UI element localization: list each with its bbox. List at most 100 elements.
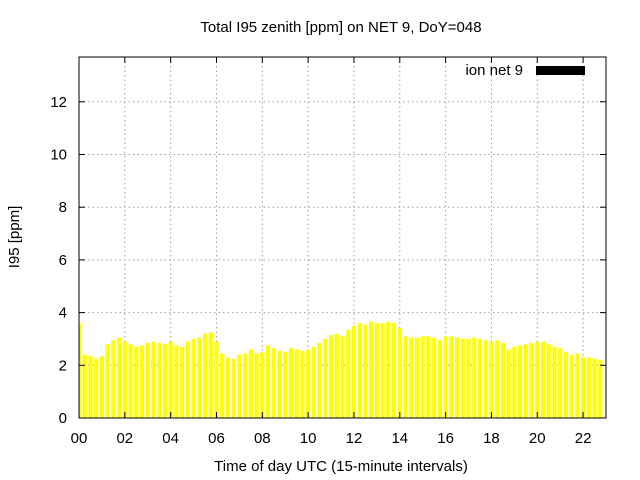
bar <box>105 344 110 418</box>
bar <box>437 340 442 418</box>
bar <box>586 357 591 418</box>
bar <box>403 336 408 418</box>
bar <box>128 344 133 418</box>
bar <box>323 338 328 418</box>
x-tick-label: 08 <box>254 430 271 447</box>
bar <box>569 354 574 418</box>
bar <box>357 323 362 418</box>
bar <box>260 352 265 418</box>
bar <box>449 336 454 418</box>
bar <box>340 336 345 418</box>
legend-label: ion net 9 <box>465 62 523 79</box>
bar <box>495 340 500 418</box>
bar <box>391 323 397 418</box>
bar <box>88 356 93 418</box>
bar <box>317 342 322 418</box>
y-tick-label: 2 <box>59 357 67 374</box>
bar <box>581 357 586 418</box>
bar <box>122 341 127 418</box>
bar <box>300 350 305 418</box>
x-tick-label: 14 <box>391 430 408 447</box>
bar <box>546 344 551 418</box>
x-tick-label: 00 <box>71 430 88 447</box>
bar <box>489 341 494 418</box>
bar <box>351 325 357 418</box>
bar <box>202 333 208 418</box>
bar <box>598 360 603 418</box>
x-axis-label: Time of day UTC (15-minute intervals) <box>214 458 468 475</box>
bar <box>420 336 425 418</box>
bars <box>79 321 603 418</box>
bar <box>191 338 196 418</box>
bar <box>529 342 534 418</box>
bar <box>426 336 431 418</box>
bar <box>82 354 87 418</box>
bar <box>483 340 488 418</box>
bar <box>294 349 299 418</box>
bar <box>472 337 477 418</box>
bar <box>225 357 230 418</box>
bar <box>466 338 471 418</box>
bar <box>168 341 173 418</box>
bar <box>500 342 505 418</box>
bar <box>369 321 374 418</box>
bar <box>540 341 546 418</box>
x-tick-label: 18 <box>483 430 500 447</box>
bar <box>214 341 219 418</box>
legend-swatch <box>536 66 585 75</box>
bar <box>99 356 104 418</box>
x-tick-label: 22 <box>575 430 592 447</box>
bar <box>311 346 316 418</box>
bar <box>180 346 185 418</box>
x-tick-label: 10 <box>300 430 317 447</box>
bar <box>518 345 523 418</box>
bar <box>111 340 116 418</box>
x-tick-label: 06 <box>208 430 225 447</box>
bar <box>414 337 420 418</box>
bar <box>443 336 448 418</box>
y-axis-label: I95 [ppm] <box>6 206 23 269</box>
bar <box>248 349 253 418</box>
x-tick-label: 12 <box>346 430 363 447</box>
bar <box>380 323 385 418</box>
plot-frame <box>78 56 607 419</box>
y-tick-label: 10 <box>50 146 67 163</box>
bar <box>477 338 483 418</box>
grid <box>79 57 606 418</box>
bar <box>535 341 540 418</box>
bar <box>237 354 242 418</box>
bar <box>409 337 414 418</box>
y-tick-label: 0 <box>59 410 67 427</box>
bar <box>231 358 236 418</box>
bar <box>455 337 460 418</box>
x-tick-label: 02 <box>116 430 133 447</box>
bar <box>397 328 402 418</box>
bar <box>208 332 213 418</box>
bar <box>334 333 339 418</box>
bar <box>363 324 368 418</box>
bar <box>432 337 437 418</box>
bar <box>563 352 568 418</box>
y-tick-label: 4 <box>59 305 67 322</box>
bar <box>117 337 122 418</box>
bar <box>283 352 288 418</box>
bar <box>271 348 276 418</box>
y-tick-label: 6 <box>59 252 67 269</box>
y-tick-label: 8 <box>59 199 67 216</box>
bar <box>79 323 82 418</box>
bar <box>506 349 511 418</box>
bar <box>592 358 597 418</box>
chart-title: Total I95 zenith [ppm] on NET 9, DoY=048 <box>200 19 481 36</box>
legend: ion net 9 <box>465 62 585 79</box>
bar <box>523 344 528 418</box>
bar <box>145 342 150 418</box>
bar <box>328 334 334 418</box>
bar <box>306 349 311 418</box>
bar <box>157 342 162 418</box>
bar <box>254 353 259 418</box>
bar <box>94 358 99 418</box>
bar <box>558 348 563 418</box>
bar <box>575 353 580 418</box>
